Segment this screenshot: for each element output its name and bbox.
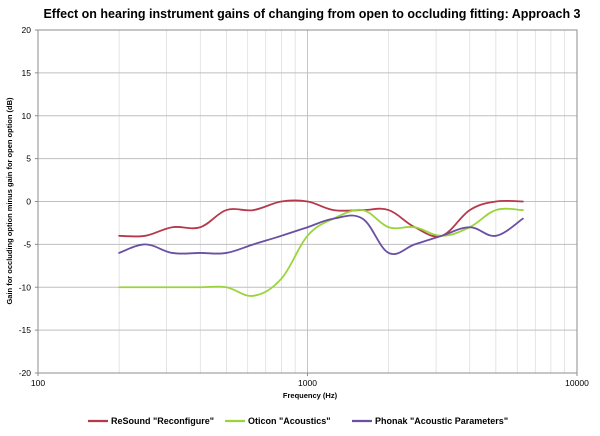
series-line-3: [118, 214, 524, 255]
legend-label-3: Phonak "Acoustic Parameters": [375, 416, 508, 426]
y-tick-label: 5: [26, 154, 31, 164]
series-line-1: [118, 199, 524, 238]
y-tick-label: 10: [22, 111, 32, 121]
y-tick-label: 0: [26, 197, 31, 207]
x-tick-label: 100: [31, 378, 45, 388]
plot-area: [37, 29, 578, 374]
y-tick-label: 15: [22, 68, 32, 78]
series-line-2: [118, 207, 524, 297]
x-axis-label: Frequency (Hz): [283, 391, 338, 400]
y-tick-label: 20: [22, 25, 32, 35]
x-tick-label: 1000: [298, 378, 317, 388]
y-axis-label: Gain for occluding option minus gain for…: [5, 97, 14, 305]
y-tick-label: -5: [23, 239, 31, 249]
y-tick-label: -10: [19, 282, 32, 292]
chart-title: Effect on hearing instrument gains of ch…: [43, 7, 580, 21]
legend: ReSound "Reconfigure" Oticon "Acoustics" P…: [88, 416, 508, 426]
legend-label-1: ReSound "Reconfigure": [111, 416, 214, 426]
x-tick-label: 10000: [565, 378, 589, 388]
y-tick-label: -20: [19, 368, 32, 378]
legend-label-2: Oticon "Acoustics": [248, 416, 331, 426]
y-tick-label: -15: [19, 325, 32, 335]
series-layer: [118, 199, 524, 297]
